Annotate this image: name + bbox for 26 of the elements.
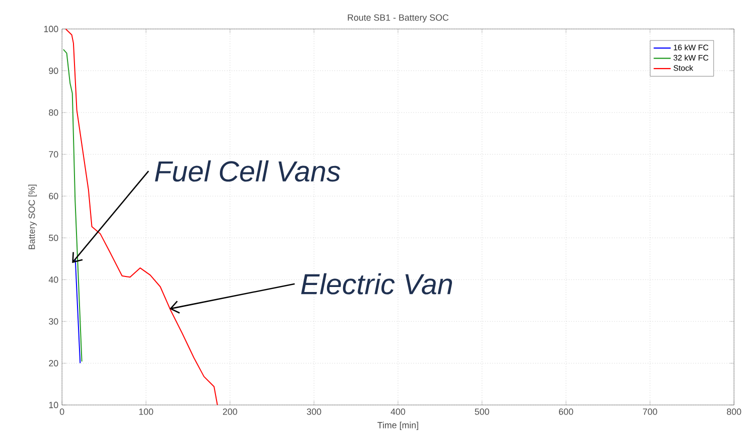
y-tick-label: 20 <box>48 360 58 366</box>
x-tick-label: 0 <box>60 408 64 415</box>
y-tick-label: 10 <box>49 402 58 408</box>
y-tick-label: 70 <box>48 151 58 158</box>
y-tick-label: 50 <box>48 234 58 242</box>
annotation: Fuel Cell Vans <box>154 160 340 182</box>
x-tick-label: 300 <box>306 408 322 415</box>
x-tick-label: 700 <box>642 408 658 415</box>
y-tick-label: 40 <box>48 276 58 283</box>
x-tick-label: 100 <box>139 408 154 415</box>
y-tick-label: 60 <box>48 192 58 200</box>
annotation: Electric Van <box>301 273 452 294</box>
x-tick-label: 400 <box>390 408 406 415</box>
x-tick-label: 800 <box>726 408 742 415</box>
x-tick-label: 200 <box>222 408 238 415</box>
line-series <box>62 48 82 362</box>
chart-title: Route SB1 - Battery SOC <box>348 14 448 22</box>
y-tick-label: 30 <box>48 318 58 325</box>
y-tick-label: 100 <box>44 26 58 32</box>
line-series <box>65 28 218 406</box>
x-axis-title: Time [min] <box>377 422 418 430</box>
y-axis-title: Battery SOC [%] <box>28 184 37 250</box>
y-tick-label: 80 <box>48 109 58 116</box>
y-tick-label: 90 <box>48 68 58 74</box>
x-tick-label: 600 <box>558 408 574 415</box>
x-tick-label: 500 <box>474 408 490 415</box>
